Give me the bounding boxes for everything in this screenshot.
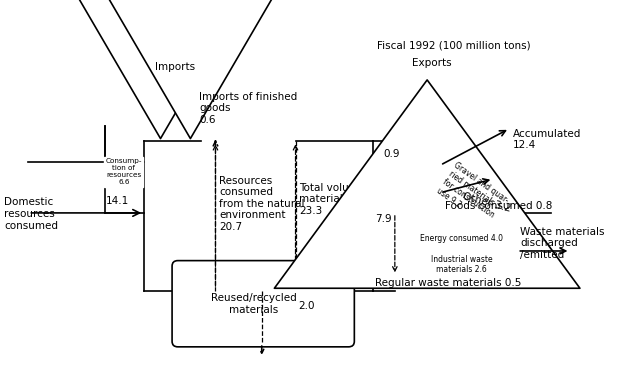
Text: Imports: Imports <box>156 62 195 72</box>
Text: Resources
consumed
from the natural
environment
20.7: Resources consumed from the natural envi… <box>220 176 305 232</box>
Text: Exports: Exports <box>412 58 452 68</box>
Text: 14.1: 14.1 <box>106 195 129 206</box>
Text: Imports of finished
goods
0.6: Imports of finished goods 0.6 <box>199 92 297 125</box>
Text: Energy consumed 4.0: Energy consumed 4.0 <box>420 233 503 243</box>
Text: Waste materials
discharged
/emitted: Waste materials discharged /emitted <box>520 227 605 260</box>
Text: Fiscal 1992 (100 million tons): Fiscal 1992 (100 million tons) <box>378 40 531 50</box>
Text: Domestic
resources
consumed: Domestic resources consumed <box>4 197 58 231</box>
Text: Accumulated
12.4: Accumulated 12.4 <box>513 129 581 150</box>
Text: Foods consumed 0.8: Foods consumed 0.8 <box>445 201 552 211</box>
Text: Total volume of
materials used
23.3: Total volume of materials used 23.3 <box>299 182 379 216</box>
Text: Reused/recycled
materials: Reused/recycled materials <box>211 293 297 314</box>
Text: Industrial waste
materials 2.6: Industrial waste materials 2.6 <box>431 255 493 274</box>
Text: Regular waste materials 0.5: Regular waste materials 0.5 <box>374 278 521 288</box>
Text: Other 3.2: Other 3.2 <box>462 191 512 213</box>
Text: Gravel and quar-
ried materials
for construction
use 9.2: Gravel and quar- ried materials for cons… <box>434 161 511 231</box>
Text: 7.9: 7.9 <box>375 214 392 224</box>
Text: 0.9: 0.9 <box>384 149 400 159</box>
Text: 2.0: 2.0 <box>299 301 315 311</box>
FancyBboxPatch shape <box>172 261 355 347</box>
Text: Consump-
tion of
resources
6.6: Consump- tion of resources 6.6 <box>106 158 142 185</box>
